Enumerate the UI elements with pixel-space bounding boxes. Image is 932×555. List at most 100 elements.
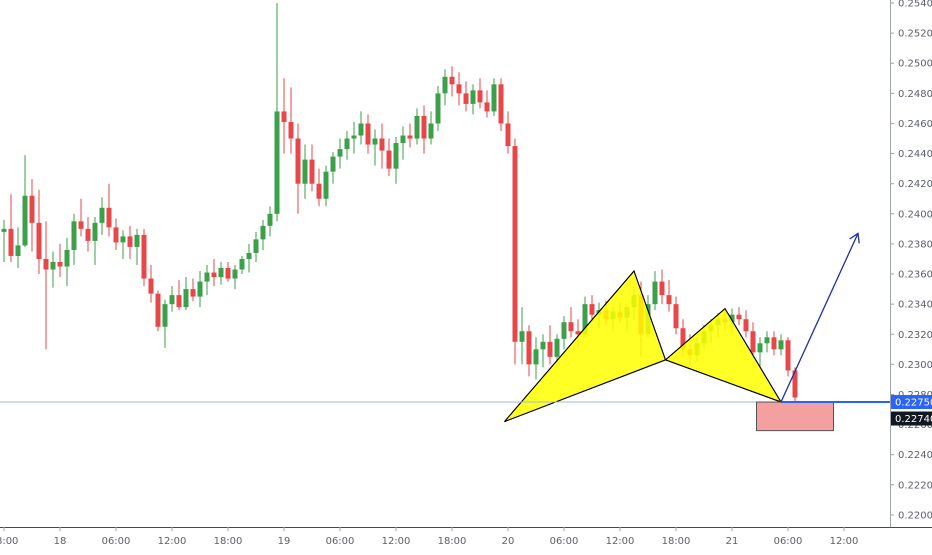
candle-body: [134, 234, 140, 247]
candle: [330, 152, 336, 184]
candle: [477, 78, 483, 109]
candle: [386, 138, 392, 177]
x-tick-label: 06:00: [102, 536, 131, 547]
candle-body: [554, 338, 560, 357]
candle-body: [225, 268, 231, 279]
candle-body: [43, 258, 49, 270]
candle-body: [190, 289, 196, 297]
candle-body: [540, 341, 546, 350]
x-tick-label: 18: [54, 536, 67, 547]
price-tag[interactable]: 0.22740: [891, 411, 932, 426]
candle-body: [253, 239, 259, 253]
candle-body: [442, 76, 448, 94]
candle-body: [344, 138, 350, 150]
candle: [127, 225, 133, 259]
candle-body: [204, 272, 210, 282]
candle: [673, 296, 679, 335]
candle-body: [302, 159, 308, 184]
candle-body: [281, 111, 287, 122]
candle: [771, 331, 777, 356]
projection-arrowhead[interactable]: [849, 232, 860, 244]
candle-body: [85, 228, 91, 241]
x-tick-label: 18:00: [438, 536, 467, 547]
candle: [288, 87, 294, 154]
candle: [785, 337, 791, 377]
candle-body: [351, 135, 357, 139]
candle: [379, 123, 385, 169]
candle-body: [379, 138, 385, 151]
candle: [85, 216, 91, 252]
candle: [414, 108, 420, 145]
candle-body: [561, 322, 567, 339]
candle: [148, 265, 154, 303]
candle: [211, 258, 217, 287]
projection-arrow-line[interactable]: [780, 233, 859, 403]
candle: [659, 269, 665, 305]
candle-body: [330, 156, 336, 172]
candle-body: [169, 295, 175, 305]
candle-body: [29, 195, 35, 223]
candle: [155, 290, 161, 332]
candle: [295, 123, 301, 214]
candle-body: [673, 304, 679, 329]
candle-body: [71, 221, 77, 250]
candle: [365, 114, 371, 154]
pattern-xb-line[interactable]: [504, 359, 666, 423]
candle-body: [659, 281, 665, 296]
candle: [43, 221, 49, 350]
harmonic-pattern-layer[interactable]: [504, 270, 783, 423]
candle: [498, 78, 504, 131]
candle-body: [526, 331, 532, 365]
candle-body: [519, 331, 525, 342]
candle-body: [435, 93, 441, 124]
candle-body: [316, 183, 322, 199]
time-axis[interactable]: 18:00 18 06:00 12:00 18:00 19 06:00 12:00 18:00 2…: [0, 527, 932, 547]
candle: [449, 66, 455, 97]
candle-body: [785, 340, 791, 371]
candle: [120, 230, 126, 259]
price-tag-box: [891, 395, 932, 410]
candle-body: [484, 102, 490, 112]
candle: [778, 334, 784, 356]
candle: [232, 265, 238, 290]
candle: [260, 219, 266, 250]
candle-body: [106, 207, 112, 228]
candle-body: [267, 213, 273, 226]
candle-body: [680, 328, 686, 350]
price-axis[interactable]: 0.220000.222000.224000.226000.228000.230…: [890, 0, 932, 528]
candle: [106, 183, 112, 237]
candle: [442, 69, 448, 106]
candle-body: [309, 159, 315, 184]
candle-body: [491, 84, 497, 112]
candle: [561, 316, 567, 350]
candle: [589, 295, 595, 323]
candle-body: [498, 84, 504, 124]
candle-body: [50, 261, 56, 270]
candle-body: [274, 111, 280, 214]
support-zone-box[interactable]: [756, 401, 834, 432]
candle: [568, 307, 574, 338]
candle: [372, 129, 378, 166]
candle-body: [372, 138, 378, 145]
candle-body: [386, 150, 392, 169]
candle: [92, 216, 98, 266]
overlay-layer[interactable]: [0, 232, 890, 432]
candle: [736, 307, 742, 326]
candle: [8, 194, 14, 262]
candle-body: [239, 258, 245, 270]
candle-body: [421, 115, 427, 139]
candle: [344, 130, 350, 160]
candle: [533, 337, 539, 380]
candle-body: [582, 304, 588, 335]
pattern-bd-line[interactable]: [665, 359, 782, 403]
candle: [435, 85, 441, 131]
